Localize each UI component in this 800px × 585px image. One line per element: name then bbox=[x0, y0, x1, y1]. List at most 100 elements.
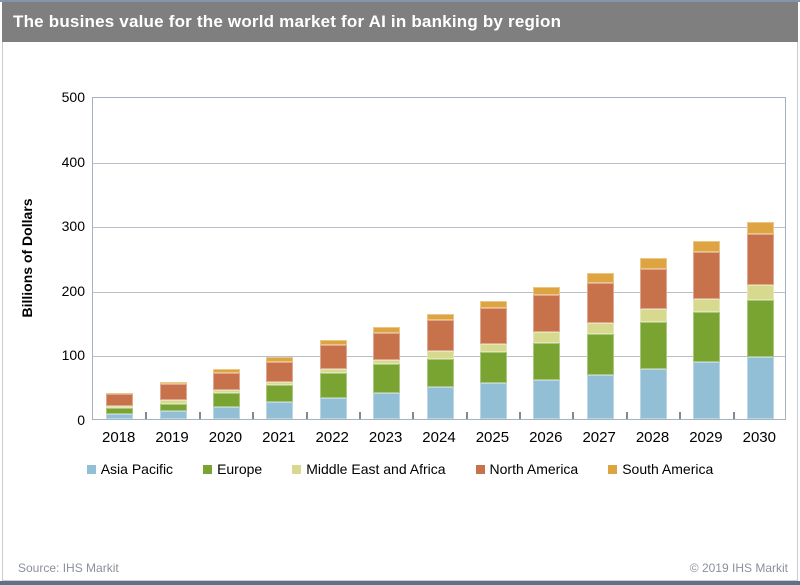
bar-segment-2030-south-america bbox=[746, 222, 774, 234]
bar-segment-2029-north-america bbox=[693, 252, 721, 299]
bar-segment-2020-south-america bbox=[212, 369, 240, 374]
bar-segment-2026-north-america bbox=[533, 295, 561, 333]
bar-segment-2028-europe bbox=[640, 322, 668, 370]
bar-segment-2024-asia-pacific bbox=[426, 386, 454, 419]
bar-segment-2021-north-america bbox=[266, 362, 294, 382]
x-axis-minor-tick bbox=[625, 412, 628, 419]
bar-segment-2028-middle-east-and-africa bbox=[640, 309, 668, 323]
legend-swatch-icon bbox=[203, 464, 213, 474]
bottom-accent-bar bbox=[0, 581, 800, 585]
x-tick-label-2027: 2027 bbox=[582, 429, 616, 446]
bar-segment-2020-middle-east-and-africa bbox=[212, 389, 240, 394]
y-tick-label-100: 100 bbox=[61, 347, 85, 364]
bar-segment-2018-asia-pacific bbox=[106, 413, 134, 419]
bar-segment-2018-south-america bbox=[106, 392, 134, 395]
bar-segment-2023-middle-east-and-africa bbox=[373, 359, 401, 365]
gridline-300 bbox=[93, 227, 785, 229]
bar-segment-2018-north-america bbox=[106, 394, 134, 407]
bar-segment-2027-middle-east-and-africa bbox=[586, 322, 614, 335]
bar-segment-2022-north-america bbox=[319, 345, 347, 369]
stacked-bar-2021 bbox=[266, 357, 294, 419]
legend-label: North America bbox=[489, 461, 579, 477]
x-axis-minor-tick bbox=[572, 412, 575, 419]
bar-segment-2019-middle-east-and-africa bbox=[159, 400, 187, 404]
x-axis-minor-tick bbox=[198, 412, 201, 419]
bar-segment-2029-europe bbox=[693, 311, 721, 363]
plot-area bbox=[92, 97, 786, 420]
x-axis-minor-tick bbox=[679, 412, 682, 419]
bar-segment-2027-south-america bbox=[586, 273, 614, 283]
x-tick-label-2020: 2020 bbox=[208, 429, 243, 446]
x-axis-minor-tick bbox=[358, 412, 361, 419]
bar-segment-2020-asia-pacific bbox=[212, 406, 240, 419]
source-note: Source: IHS Markit bbox=[18, 561, 119, 575]
legend-item-south-america: South America bbox=[608, 461, 713, 477]
chart-legend: Asia Pacific Europe Middle East and Africa… bbox=[0, 461, 800, 477]
legend-item-middle-east-and-africa: Middle East and Africa bbox=[292, 461, 446, 477]
bar-segment-2028-asia-pacific bbox=[640, 369, 668, 419]
bar-segment-2030-asia-pacific bbox=[746, 356, 774, 419]
bar-segment-2019-asia-pacific bbox=[159, 410, 187, 419]
stacked-bar-2030 bbox=[746, 222, 774, 419]
title-bar: The busines value for the world market f… bbox=[2, 2, 798, 42]
stacked-bar-2018 bbox=[106, 392, 134, 419]
bar-segment-2024-south-america bbox=[426, 313, 454, 320]
gridline-200 bbox=[93, 291, 785, 293]
x-tick-label-2021: 2021 bbox=[262, 429, 296, 446]
bar-segment-2021-middle-east-and-africa bbox=[266, 381, 294, 386]
bar-segment-2030-north-america bbox=[746, 233, 774, 286]
bar-segment-2023-europe bbox=[373, 364, 401, 393]
bar-segment-2020-europe bbox=[212, 393, 240, 407]
bar-segment-2021-south-america bbox=[266, 357, 294, 363]
bar-segment-2025-middle-east-and-africa bbox=[479, 344, 507, 353]
bar-segment-2026-middle-east-and-africa bbox=[533, 332, 561, 344]
bar-segment-2021-europe bbox=[266, 385, 294, 403]
bar-segment-2022-europe bbox=[319, 372, 347, 399]
bar-segment-2023-north-america bbox=[373, 333, 401, 360]
x-axis-minor-tick bbox=[145, 412, 148, 419]
x-tick-label-2030: 2030 bbox=[742, 429, 776, 446]
bar-segment-2030-europe bbox=[746, 300, 774, 357]
chart-title: The busines value for the world market f… bbox=[13, 12, 562, 31]
bar-segment-2018-europe bbox=[106, 408, 134, 414]
stacked-bar-2019 bbox=[159, 381, 187, 419]
bar-segment-2020-north-america bbox=[212, 373, 240, 390]
bar-segment-2024-north-america bbox=[426, 319, 454, 352]
legend-swatch-icon bbox=[292, 464, 302, 474]
bar-segment-2019-north-america bbox=[159, 384, 187, 401]
stacked-bar-2027 bbox=[586, 273, 614, 419]
legend-label: Europe bbox=[217, 461, 263, 477]
x-axis-minor-tick bbox=[519, 412, 522, 419]
legend-item-asia-pacific: Asia Pacific bbox=[86, 461, 174, 477]
x-axis-minor-tick bbox=[252, 412, 255, 419]
legend-swatch-icon bbox=[86, 464, 96, 474]
x-axis-minor-tick bbox=[732, 412, 735, 419]
bar-segment-2025-europe bbox=[479, 352, 507, 383]
x-tick-label-2018: 2018 bbox=[102, 429, 136, 446]
bar-segment-2026-europe bbox=[533, 343, 561, 380]
bar-segment-2024-middle-east-and-africa bbox=[426, 351, 454, 359]
bar-segment-2022-asia-pacific bbox=[319, 398, 347, 419]
bar-segment-2029-asia-pacific bbox=[693, 362, 721, 419]
bar-segment-2018-middle-east-and-africa bbox=[106, 406, 134, 409]
x-tick-label-2026: 2026 bbox=[529, 429, 563, 446]
x-tick-label-2023: 2023 bbox=[368, 429, 403, 446]
y-axis-title: Billions of Dollars bbox=[19, 198, 35, 318]
bar-segment-2029-south-america bbox=[693, 241, 721, 253]
stacked-bar-2026 bbox=[533, 287, 561, 419]
bar-segment-2022-south-america bbox=[319, 340, 347, 346]
bar-segment-2025-north-america bbox=[479, 307, 507, 345]
bar-segment-2028-north-america bbox=[640, 268, 668, 310]
copyright-note: © 2019 IHS Markit bbox=[689, 561, 788, 575]
x-tick-label-2028: 2028 bbox=[635, 429, 670, 446]
x-tick-label-2025: 2025 bbox=[475, 429, 510, 446]
x-axis-minor-tick bbox=[412, 412, 415, 419]
bar-segment-2029-middle-east-and-africa bbox=[693, 298, 721, 312]
bar-segment-2027-asia-pacific bbox=[586, 375, 614, 419]
bar-segment-2022-middle-east-and-africa bbox=[319, 368, 347, 373]
bar-segment-2019-south-america bbox=[159, 381, 187, 385]
stacked-bar-2022 bbox=[319, 340, 347, 419]
legend-label: Asia Pacific bbox=[100, 461, 174, 477]
x-axis-minor-tick bbox=[465, 412, 468, 419]
